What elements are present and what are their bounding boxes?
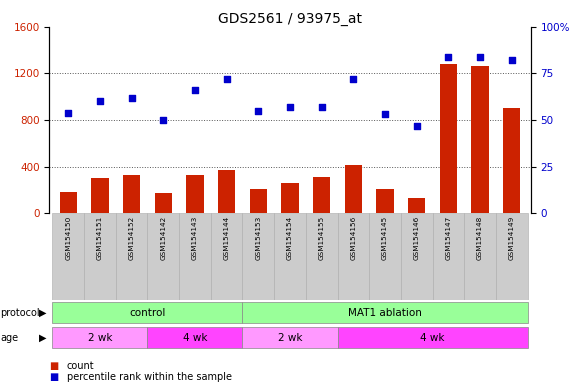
Point [190, 87, 200, 93]
Bar [496, 213, 528, 300]
Bar [147, 213, 179, 300]
Text: GSM154149: GSM154149 [509, 216, 514, 260]
Bar [52, 213, 84, 300]
Text: control: control [129, 308, 166, 318]
Bar [440, 64, 457, 213]
Bar [155, 193, 172, 213]
Bar [186, 175, 204, 213]
Bar [91, 178, 108, 213]
Bar [313, 177, 331, 213]
Point [253, 108, 263, 114]
Text: GSM154150: GSM154150 [66, 216, 71, 260]
Text: age: age [1, 333, 19, 343]
Text: 2 wk: 2 wk [278, 333, 302, 343]
Bar [249, 189, 267, 213]
Text: ■: ■ [49, 372, 59, 382]
Bar [52, 302, 242, 323]
Bar [401, 213, 433, 300]
Bar [464, 213, 496, 300]
Text: GSM154148: GSM154148 [477, 216, 483, 260]
Bar [211, 213, 242, 300]
Bar [52, 327, 147, 348]
Bar [503, 108, 520, 213]
Point [285, 104, 295, 110]
Point [222, 76, 231, 82]
Bar [338, 213, 369, 300]
Bar [472, 66, 489, 213]
Text: GSM154154: GSM154154 [287, 216, 293, 260]
Text: GSM154147: GSM154147 [445, 216, 451, 260]
Point [95, 98, 104, 104]
Text: GSM154151: GSM154151 [97, 216, 103, 260]
Text: GSM154155: GSM154155 [318, 216, 325, 260]
Bar [242, 302, 528, 323]
Bar [338, 327, 528, 348]
Text: GSM154152: GSM154152 [129, 216, 135, 260]
Bar [306, 213, 338, 300]
Point [127, 94, 136, 101]
Text: GSM154153: GSM154153 [255, 216, 262, 260]
Point [317, 104, 327, 110]
Text: 4 wk: 4 wk [183, 333, 207, 343]
Bar [433, 213, 464, 300]
Bar [60, 192, 77, 213]
Text: GSM154144: GSM154144 [224, 216, 230, 260]
Text: ▶: ▶ [39, 333, 46, 343]
Bar [242, 213, 274, 300]
Text: GSM154146: GSM154146 [414, 216, 420, 260]
Point [380, 111, 390, 118]
Text: GSM154145: GSM154145 [382, 216, 388, 260]
Bar [274, 213, 306, 300]
Point [507, 57, 516, 63]
Point [412, 122, 421, 129]
Bar [408, 198, 425, 213]
Text: GSM154143: GSM154143 [192, 216, 198, 260]
Bar [116, 213, 147, 300]
Bar [281, 183, 299, 213]
Text: GSM154156: GSM154156 [350, 216, 356, 260]
Bar [218, 170, 235, 213]
Point [349, 76, 358, 82]
Point [476, 54, 485, 60]
Bar [345, 166, 362, 213]
Bar [369, 213, 401, 300]
Point [64, 109, 73, 116]
Bar [147, 327, 242, 348]
Text: protocol: protocol [1, 308, 40, 318]
Bar [123, 175, 140, 213]
Text: GSM154142: GSM154142 [160, 216, 166, 260]
Bar [84, 213, 116, 300]
Text: ■: ■ [49, 361, 59, 371]
Text: percentile rank within the sample: percentile rank within the sample [67, 372, 231, 382]
Text: 2 wk: 2 wk [88, 333, 112, 343]
Title: GDS2561 / 93975_at: GDS2561 / 93975_at [218, 12, 362, 26]
Text: count: count [67, 361, 95, 371]
Text: ▶: ▶ [39, 308, 46, 318]
Text: 4 wk: 4 wk [420, 333, 445, 343]
Bar [242, 327, 338, 348]
Bar [376, 189, 394, 213]
Point [444, 54, 453, 60]
Text: MAT1 ablation: MAT1 ablation [348, 308, 422, 318]
Point [159, 117, 168, 123]
Bar [179, 213, 211, 300]
